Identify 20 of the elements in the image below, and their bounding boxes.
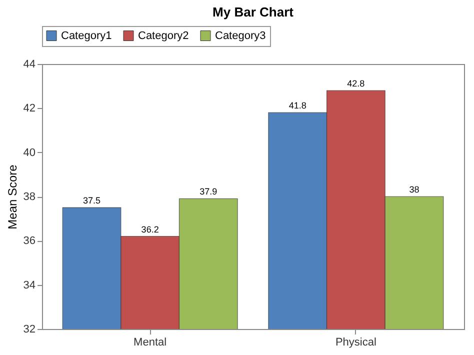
y-axis-title: Mean Score xyxy=(5,164,20,230)
x-tick-label: Physical xyxy=(335,336,376,348)
x-tick-label: Mental xyxy=(134,336,167,348)
y-tick-label: 34 xyxy=(23,279,36,292)
data-label: 36.2 xyxy=(141,224,159,234)
chart-title: My Bar Chart xyxy=(212,4,294,20)
data-label: 37.9 xyxy=(200,186,218,197)
data-label: 42.8 xyxy=(347,78,365,88)
y-tick-label: 36 xyxy=(23,235,36,248)
y-tick-label: 40 xyxy=(23,146,36,159)
data-label: 41.8 xyxy=(288,100,306,111)
y-tick-label: 44 xyxy=(23,58,36,70)
data-label: 38 xyxy=(409,184,420,194)
legend-label: Category2 xyxy=(138,30,189,42)
y-tick-label: 38 xyxy=(23,191,36,203)
data-label: 37.5 xyxy=(82,196,101,206)
legend-label: Category1 xyxy=(61,30,112,42)
legend-label: Category3 xyxy=(215,30,266,42)
y-tick-label: 32 xyxy=(23,324,36,336)
y-tick-label: 42 xyxy=(23,102,36,115)
